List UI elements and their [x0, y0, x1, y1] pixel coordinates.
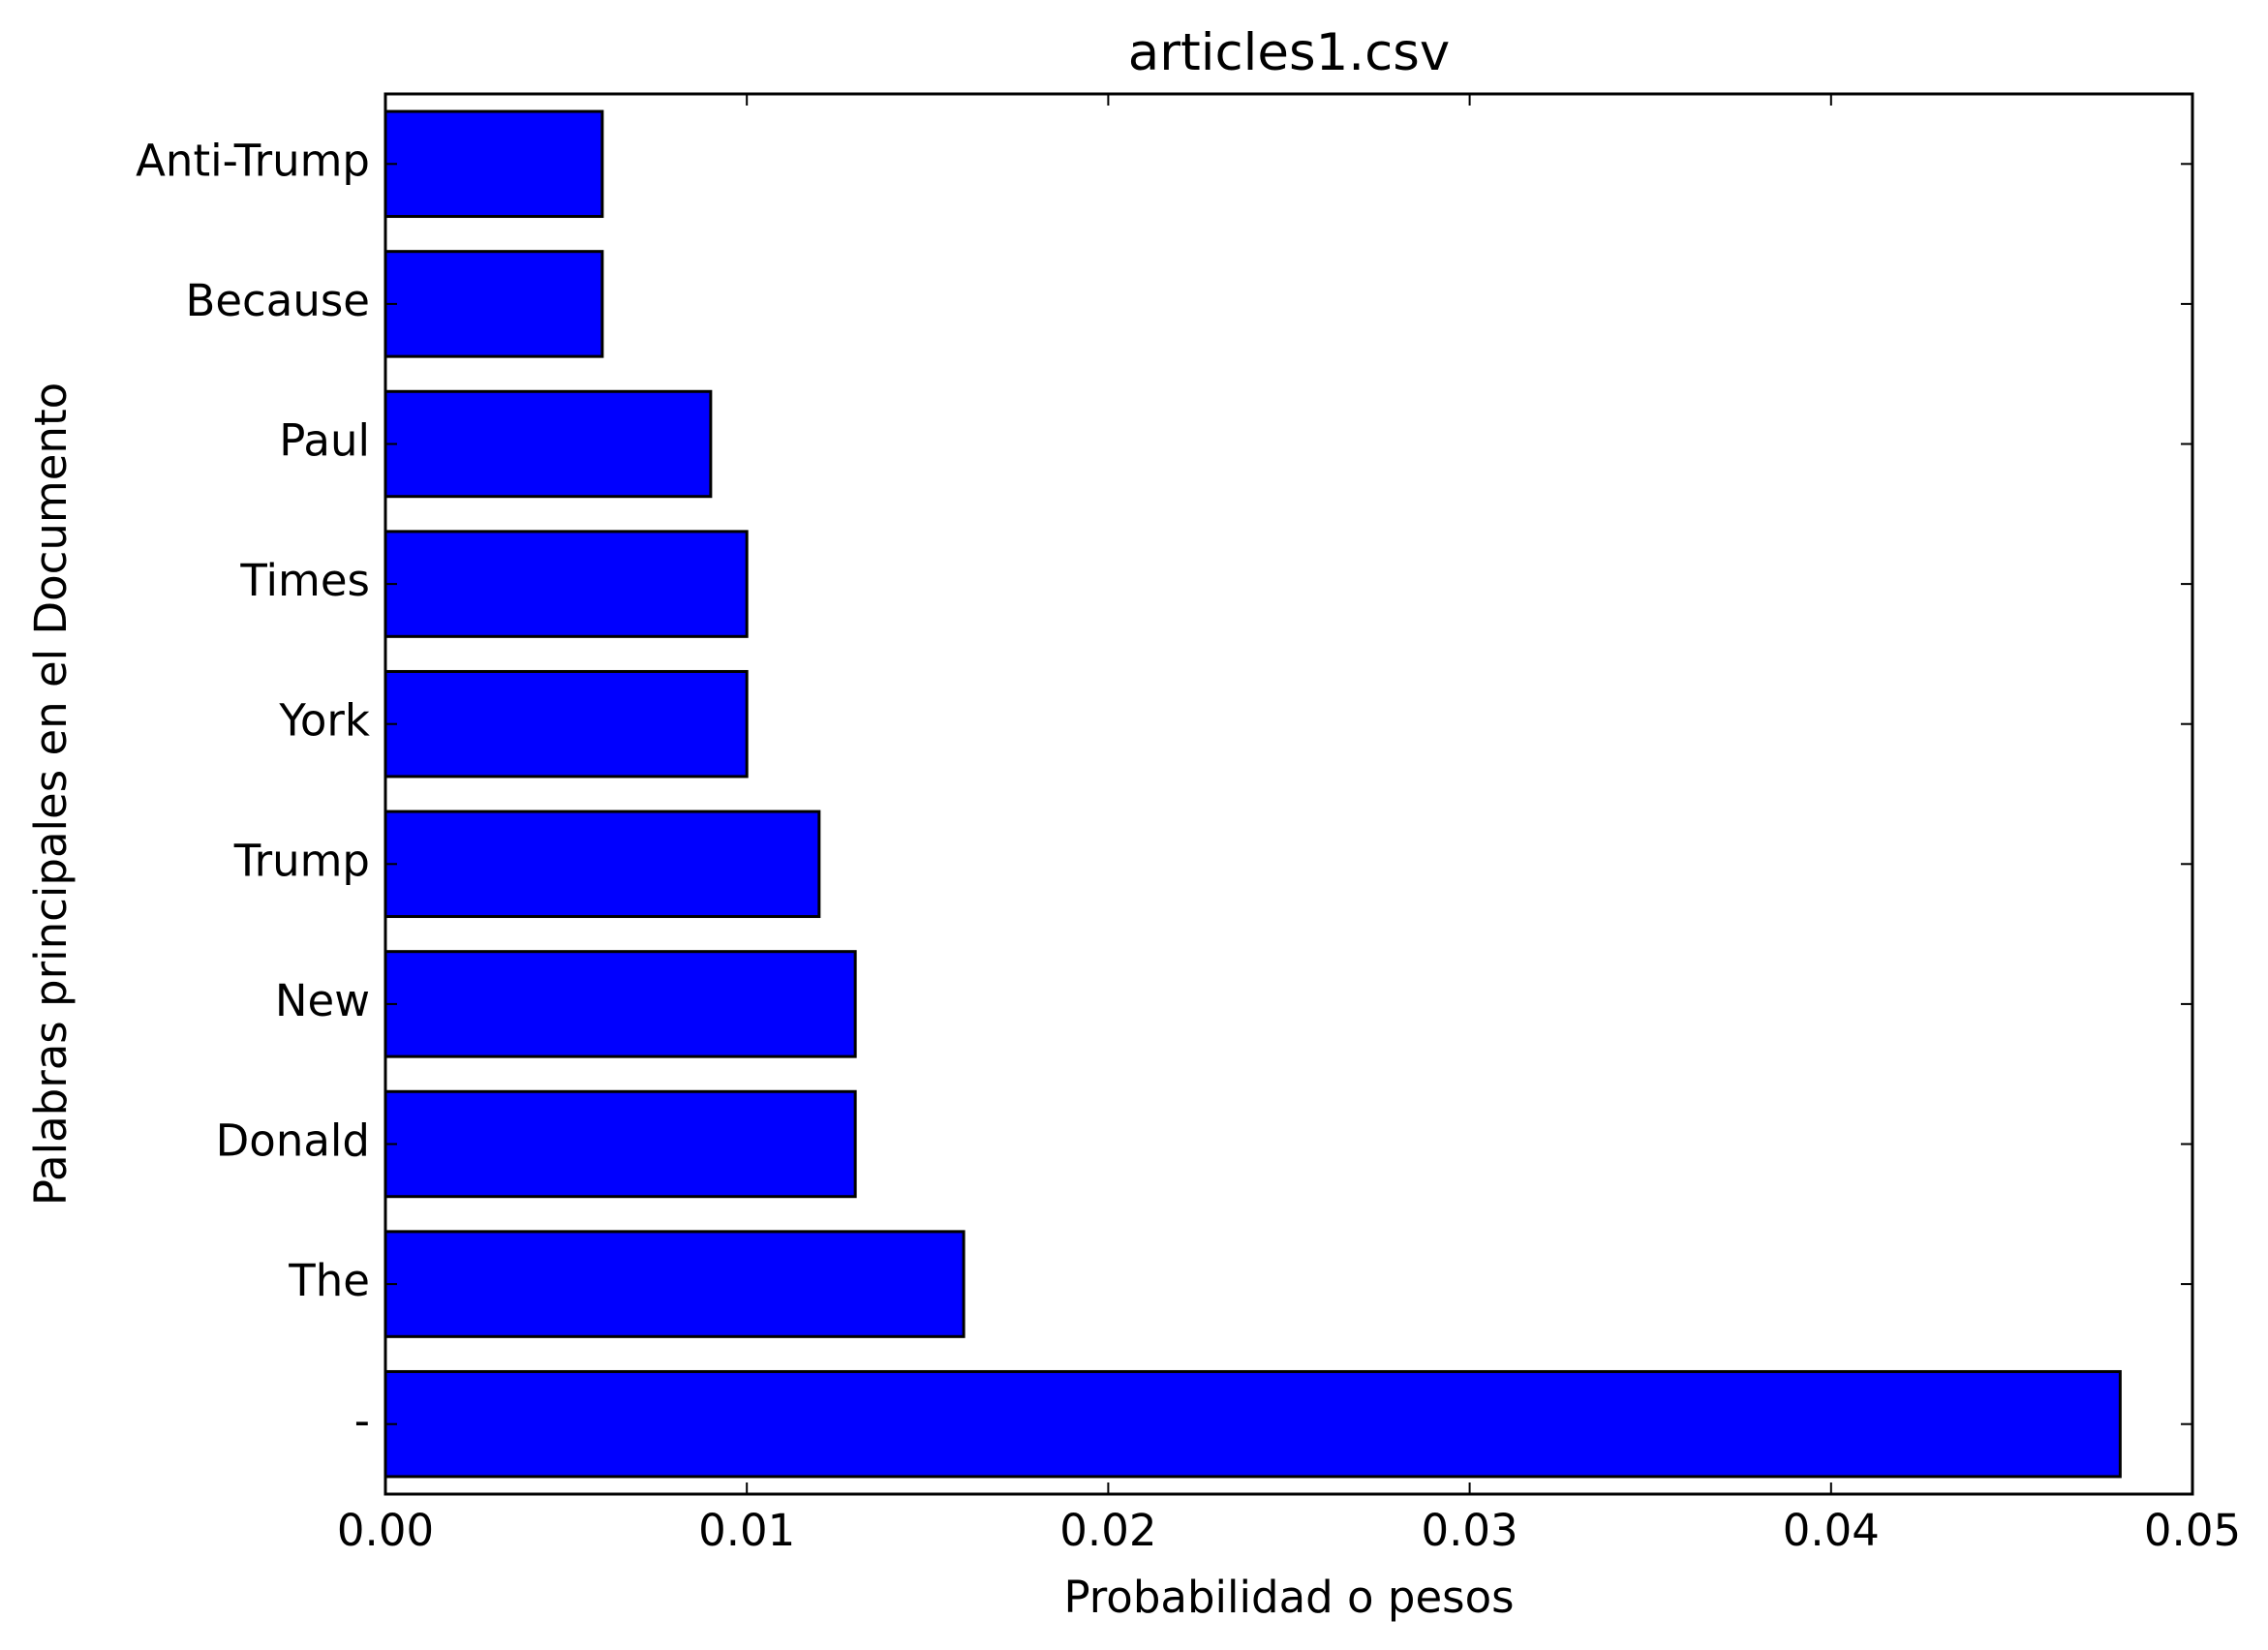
- y-tick-label: Because: [185, 275, 370, 326]
- bar-10: [383, 1369, 2122, 1479]
- bar-2: [383, 250, 604, 358]
- y-tick-label: Paul: [279, 415, 370, 467]
- plot-area-frame: [383, 92, 2194, 1496]
- x-tick-label: 0.03: [1421, 1505, 1517, 1556]
- y-tick-label: York: [278, 695, 370, 747]
- bar-8: [383, 1089, 857, 1199]
- y-tick-label: Anti-Trump: [136, 135, 370, 186]
- y-tick-label: New: [275, 975, 370, 1026]
- y-tick-label: Trump: [233, 835, 370, 886]
- bar-4: [383, 530, 749, 638]
- y-tick-label: Times: [239, 555, 370, 606]
- x-axis-label: Probabilidad o pesos: [1063, 1572, 1514, 1623]
- x-tick-label: 0.05: [2144, 1505, 2241, 1556]
- x-tick-label: 0.00: [337, 1505, 434, 1556]
- bar-7: [383, 950, 857, 1058]
- y-tick-label: Donald: [216, 1115, 370, 1167]
- bars-layer: [383, 109, 2122, 1479]
- x-tick-label: 0.02: [1059, 1505, 1156, 1556]
- bar-9: [383, 1230, 965, 1338]
- y-tick-label: The: [288, 1255, 370, 1306]
- y-axis-label: Palabras principales en el Documento: [25, 382, 77, 1206]
- chart-title: articles1.csv: [1128, 23, 1451, 82]
- bar-3: [383, 389, 713, 499]
- x-tick-label: 0.04: [1783, 1505, 1880, 1556]
- bar-1: [383, 109, 604, 219]
- x-tick-label: 0.01: [698, 1505, 795, 1556]
- bar-6: [383, 810, 821, 919]
- ticks-layer: Anti-Trump Because Paul Times York Trump New Do…: [136, 94, 2241, 1556]
- y-tick-label: -: [354, 1395, 370, 1447]
- bar-5: [383, 669, 749, 779]
